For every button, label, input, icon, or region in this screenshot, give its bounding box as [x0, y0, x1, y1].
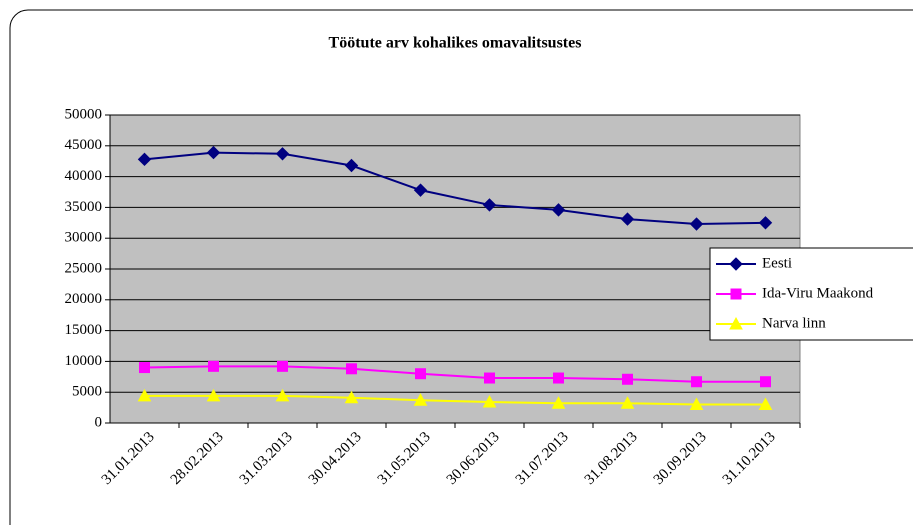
data-point [344, 158, 359, 173]
data-point [206, 145, 221, 160]
data-point [482, 395, 497, 408]
data-point [622, 373, 633, 385]
data-point [137, 388, 152, 402]
data-point [689, 217, 704, 231]
series-line [144, 151, 766, 226]
legend-marker [730, 288, 742, 300]
data-point [691, 376, 702, 388]
y-tick-label: 0 [95, 414, 103, 430]
legend-label: Ida-Viru Maakond [762, 285, 874, 301]
y-tick-label: 45000 [65, 137, 103, 153]
data-point [206, 388, 221, 402]
data-point [551, 203, 566, 217]
data-point [758, 216, 773, 230]
data-point [413, 183, 428, 197]
data-point [346, 363, 357, 375]
data-point [275, 388, 290, 402]
y-tick-label: 30000 [65, 230, 103, 246]
data-point [620, 396, 635, 409]
data-point [344, 390, 359, 404]
legend-marker [729, 316, 743, 330]
data-point [415, 368, 426, 380]
y-tick-label: 50000 [65, 106, 103, 122]
y-tick-label: 20000 [65, 291, 103, 307]
series-line [144, 394, 766, 406]
legend-label: Narva linn [762, 315, 826, 331]
y-tick-label: 40000 [65, 168, 103, 184]
legend-label: Eesti [762, 255, 792, 271]
data-point [137, 152, 152, 167]
data-point [413, 393, 428, 406]
data-point [208, 360, 219, 372]
series-line [144, 365, 766, 383]
data-point [758, 397, 773, 411]
legend-marker [729, 257, 743, 271]
data-point [689, 397, 704, 411]
data-point [551, 396, 566, 409]
data-point [139, 362, 150, 374]
chart-title: Töötute arv kohalikes omavalitsustes [329, 35, 582, 52]
data-point [760, 376, 771, 388]
y-tick-label: 10000 [65, 353, 103, 369]
y-tick-label: 25000 [65, 260, 103, 276]
data-point [275, 147, 290, 161]
data-point [482, 198, 497, 212]
y-tick-label: 5000 [72, 384, 102, 400]
data-point [553, 372, 564, 384]
data-point [620, 212, 635, 226]
data-point [484, 372, 495, 384]
y-tick-label: 35000 [65, 199, 103, 215]
y-tick-label: 15000 [65, 322, 103, 338]
data-point [277, 360, 288, 372]
